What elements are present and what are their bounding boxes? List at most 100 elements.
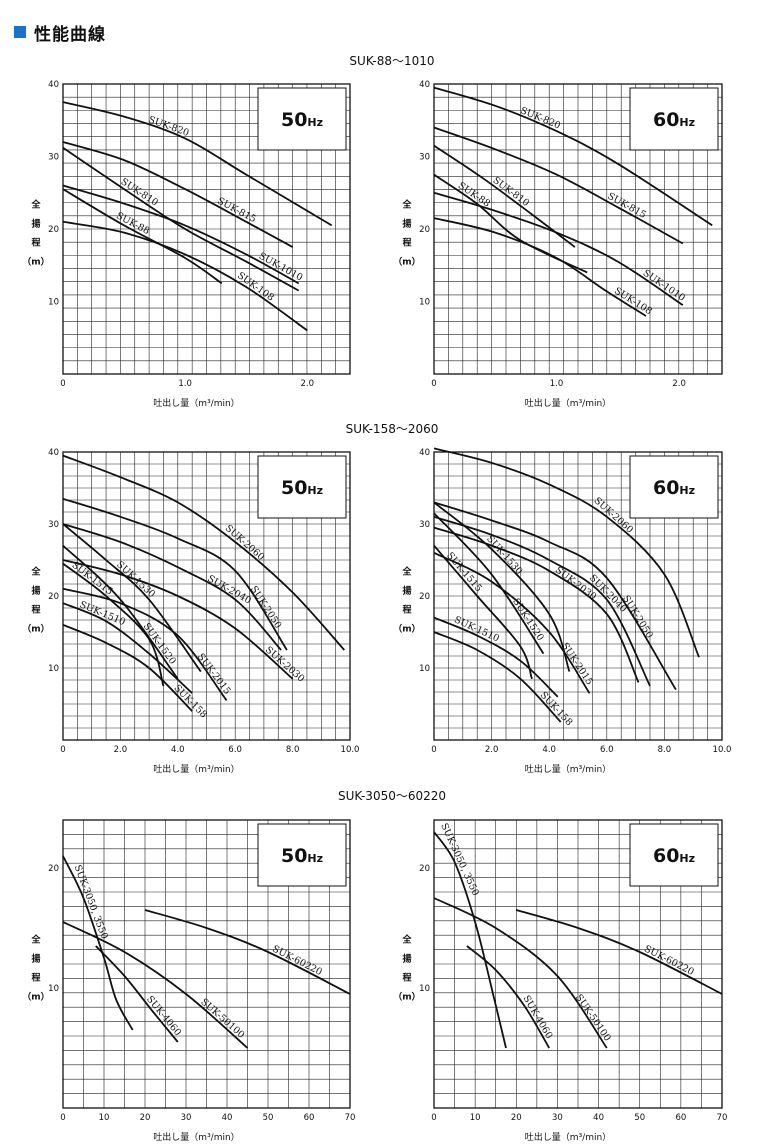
performance-curve [433,447,700,658]
performance-curve [62,921,249,1049]
chart-panel: 60Hz 10 20 30 40 0 2.0 4.0 6.0 8.0 10.0 吐出し量（m³/min… [393,447,732,775]
frequency-label: 50Hz [281,109,323,131]
y-tick-label: 40 [419,448,430,458]
performance-curve [433,545,533,680]
y-tick-label: 10 [419,298,430,308]
performance-curve [433,86,713,227]
x-tick-label: 2.0 [672,379,686,389]
y-axis-label: 揚 [31,952,40,964]
chart-panel: SUK-158～2060 50Hz 10 20 30 40 0 2.0 4.0 6.0 8.0 10.… [22,422,438,775]
x-axis-label: 吐出し量（m³/min） [153,763,239,775]
y-tick-label: 10 [48,984,59,994]
plot-frame [433,451,723,741]
y-axis-label: 程 [31,237,40,249]
performance-curve [433,551,591,694]
y-axis-label: 揚 [402,952,411,964]
performance-curve [433,217,647,317]
y-axis-label: （m） [393,623,420,634]
y-axis-label: 程 [31,603,40,615]
y-tick-label: 20 [48,225,59,235]
y-tick-label: 40 [48,448,59,458]
performance-curve [433,831,507,1049]
frequency-unit: Hz [679,852,695,865]
x-axis-label: 吐出し量（m³/min） [525,397,611,409]
curve-label: SUK-2040 [206,573,253,606]
x-tick-label: 0 [431,379,436,389]
chart-group-title: SUK-158～2060 [346,422,439,436]
curve-label: SUK-810 [491,175,532,209]
y-axis-label: 全 [30,933,41,945]
x-tick-label: 70 [717,1113,728,1123]
y-axis-label: 程 [402,603,411,615]
plot-frame [433,819,723,1109]
y-axis-label: （m） [393,991,420,1002]
chart-group-title: SUK-3050～60220 [338,789,446,803]
frequency-label: 60Hz [653,477,695,499]
x-tick-label: 10.0 [713,745,732,755]
x-axis-label: 吐出し量（m³/min） [525,1131,611,1143]
performance-curve [62,454,345,651]
frequency-label: 50Hz [281,477,323,499]
frequency-box [257,87,347,151]
x-tick-label: 60 [304,1113,315,1123]
x-tick-label: 60 [675,1113,686,1123]
y-tick-label: 20 [419,864,430,874]
y-tick-label: 10 [48,298,59,308]
curve-label: SUK-50100 [198,997,246,1041]
y-axis-label: 全 [401,199,412,211]
performance-curve [433,501,571,672]
title-marker-icon [14,26,26,38]
frequency-box [629,87,719,151]
x-tick-label: 4.0 [542,745,556,755]
curve-label: SUK-2060 [223,523,267,563]
x-tick-label: 1.0 [550,379,564,389]
x-axis-label: 吐出し量（m³/min） [153,1131,239,1143]
x-tick-label: 0 [60,1113,65,1123]
curve-label: SUK-158 [171,683,209,721]
frequency-unit: Hz [679,484,695,497]
frequency-unit: Hz [679,116,695,129]
y-tick-label: 20 [48,592,59,602]
y-tick-label: 10 [419,984,430,994]
curve-label: SUK-2050 [620,594,655,641]
y-tick-label: 20 [48,864,59,874]
frequency-value: 50 [281,845,307,867]
curve-label: SUK-1010 [641,268,687,304]
performance-curve [62,101,333,227]
y-tick-label: 20 [419,592,430,602]
frequency-box [257,455,347,519]
page-title: 性能曲線 [34,24,106,45]
curve-label: SUK-60220 [270,943,323,978]
y-axis-label: 揚 [31,584,40,596]
performance-curve [62,147,300,292]
y-axis-label: 揚 [31,218,40,230]
frequency-value: 60 [653,477,679,499]
x-tick-label: 50 [263,1113,274,1123]
y-axis-label: （m） [393,257,420,268]
x-tick-label: 6.0 [228,745,242,755]
frequency-unit: Hz [307,484,323,497]
curve-label: SUK-108 [612,285,654,317]
y-tick-label: 30 [419,153,430,163]
chart-panel: SUK-88～1010 50Hz 10 20 30 40 0 1.0 2.0 吐出し量（m³/mi… [22,54,434,409]
curve-label: SUK-820 [147,114,191,139]
y-tick-label: 10 [48,664,59,674]
y-tick-label: 30 [48,520,59,530]
curve-label: SUK-4060 [520,994,554,1041]
x-tick-label: 20 [140,1113,151,1123]
y-axis-label: （m） [22,257,49,268]
curve-label: SUK-2015 [195,652,233,697]
x-tick-label: 40 [222,1113,233,1123]
curve-label: SUK-4060 [144,994,183,1038]
x-tick-label: 8.0 [658,745,672,755]
frequency-box [629,455,719,519]
x-tick-label: 1.0 [178,379,192,389]
y-tick-label: 40 [419,80,430,90]
curve-label: SUK-2060 [592,495,635,535]
plot-frame [433,83,723,375]
curve-label: SUK-820 [519,105,562,131]
y-axis-label: 全 [401,565,412,577]
y-axis-label: 揚 [402,218,411,230]
x-tick-label: 10 [470,1113,481,1123]
